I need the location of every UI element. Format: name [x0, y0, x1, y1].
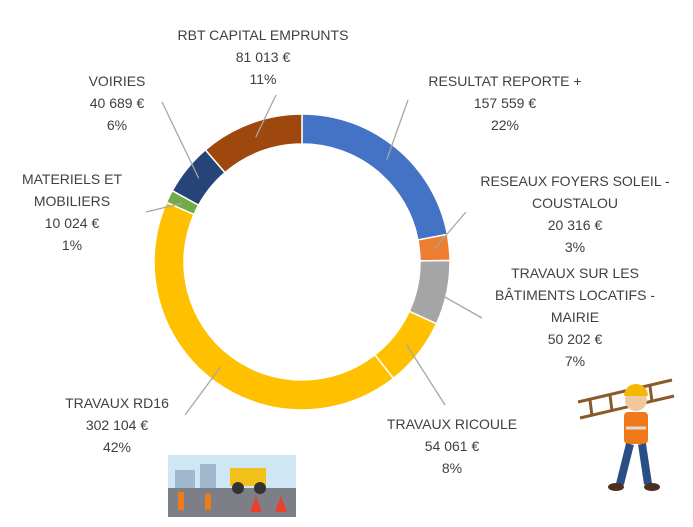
donut-slice	[204, 113, 303, 174]
road-illustration	[168, 455, 296, 517]
value-label: 302 104 €	[85, 417, 149, 433]
data-label: VOIRIES 40 689 € 6%	[57, 70, 177, 136]
leader-line	[431, 289, 483, 319]
leader-line	[433, 211, 467, 250]
category: RESEAUX FOYERS SOLEIL - COUSTALOU	[480, 173, 670, 211]
value-label: 20 316 €	[547, 217, 603, 233]
value-label: 40 689 €	[89, 95, 145, 111]
value-label: 81 013 €	[235, 49, 291, 65]
data-label: TRAVAUX RD16 302 104 € 42%	[32, 392, 202, 458]
category: MATERIELS ET MOBILIERS	[21, 171, 123, 209]
leader-line	[145, 202, 183, 213]
value-label: 54 061 €	[424, 438, 480, 454]
data-label: RESEAUX FOYERS SOLEIL - COUSTALOU 20 316 …	[475, 170, 675, 258]
leader-line	[255, 94, 277, 138]
percent-label: 22%	[490, 117, 520, 133]
data-label: TRAVAUX SUR LES BÂTIMENTS LOCATIFS - MAI…	[490, 262, 660, 372]
category: RESULTAT REPORTE +	[428, 73, 582, 89]
data-label: RESULTAT REPORTE + 157 559 € 22%	[420, 70, 590, 136]
data-label: MATERIELS ET MOBILIERS 10 024 € 1%	[2, 168, 142, 256]
percent-label: 11%	[249, 71, 277, 87]
value-label: 10 024 €	[44, 215, 100, 231]
category: VOIRIES	[88, 73, 146, 89]
category: TRAVAUX RICOULE	[386, 416, 518, 432]
donut-slice	[417, 233, 451, 262]
percent-label: 3%	[564, 239, 586, 255]
leader-line	[405, 344, 446, 406]
category: TRAVAUX SUR LES BÂTIMENTS LOCATIFS - MAI…	[495, 265, 655, 325]
leader-line	[386, 99, 409, 160]
category: RBT CAPITAL EMPRUNTS	[177, 27, 349, 43]
percent-label: 6%	[106, 117, 128, 133]
percent-label: 1%	[61, 237, 83, 253]
value-label: 50 202 €	[547, 331, 603, 347]
donut-slice	[153, 201, 395, 411]
percent-label: 8%	[441, 460, 463, 476]
category: TRAVAUX RD16	[65, 395, 169, 411]
leader-line	[161, 101, 200, 179]
leader-line	[184, 366, 221, 416]
percent-label: 7%	[564, 353, 586, 369]
percent-label: 42%	[102, 439, 132, 455]
value-label: 157 559 €	[473, 95, 537, 111]
data-label: RBT CAPITAL EMPRUNTS 81 013 € 11%	[163, 24, 363, 90]
worker-illustration	[577, 378, 675, 491]
data-label: TRAVAUX RICOULE 54 061 € 8%	[367, 413, 537, 479]
